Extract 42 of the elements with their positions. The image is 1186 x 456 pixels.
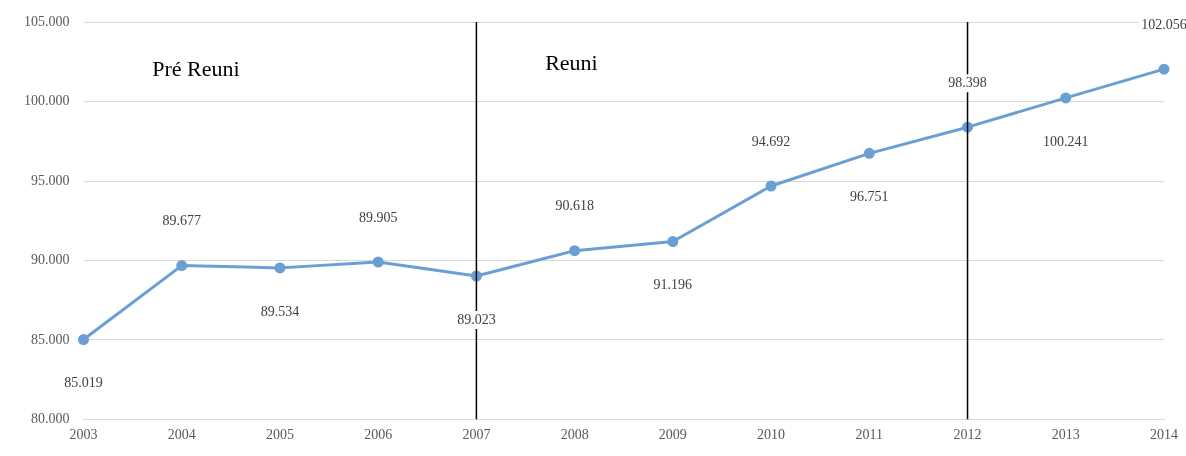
y-tick-label: 100.000	[24, 93, 70, 109]
x-tick-label: 2007	[462, 427, 491, 443]
point	[1158, 63, 1170, 75]
y-tick-label: 80.000	[31, 410, 70, 426]
y-tick-label: 95.000	[31, 172, 70, 188]
x-tick-label: 2003	[69, 427, 98, 443]
point	[78, 334, 89, 346]
x-tick-label: 2004	[167, 427, 196, 443]
point	[176, 260, 188, 272]
data-label: 96.751	[850, 189, 889, 204]
y-tick-label: 105.000	[24, 14, 70, 30]
data-label: 94.692	[751, 133, 791, 149]
x-tick-label: 2012	[953, 427, 982, 443]
point	[274, 262, 286, 274]
annotation: Reuni	[545, 50, 598, 76]
data-label: 89.023	[457, 311, 496, 327]
point	[863, 147, 875, 159]
x-tick-label: 2006	[364, 427, 393, 443]
x-tick-label: 2013	[1051, 427, 1080, 443]
annotation: Pré Reuni	[152, 56, 240, 82]
point	[372, 256, 384, 268]
x-tick-label: 2008	[560, 427, 589, 443]
data-label: 100.241	[1043, 133, 1089, 149]
x-tick-label: 2011	[855, 427, 884, 443]
data-label: 98.398	[948, 74, 987, 90]
point	[569, 245, 581, 257]
data-label: 85.019	[64, 375, 103, 391]
point	[667, 236, 679, 247]
data-label: 89.677	[162, 213, 201, 229]
y-tick-label: 90.000	[31, 252, 70, 268]
data-label: 102.056	[1141, 16, 1186, 32]
x-tick-label: 2014	[1150, 427, 1178, 443]
y-tick-label: 85.000	[31, 331, 70, 347]
data-label: 90.618	[555, 198, 594, 214]
data-label: 89.534	[260, 303, 300, 319]
x-tick-label: 2010	[757, 427, 786, 443]
data-label: 89.905	[358, 209, 398, 225]
point	[765, 180, 777, 192]
point	[1060, 92, 1072, 104]
data-label: 91.196	[653, 277, 693, 293]
x-tick-label: 2009	[658, 427, 687, 443]
x-tick-label: 2005	[265, 427, 294, 443]
